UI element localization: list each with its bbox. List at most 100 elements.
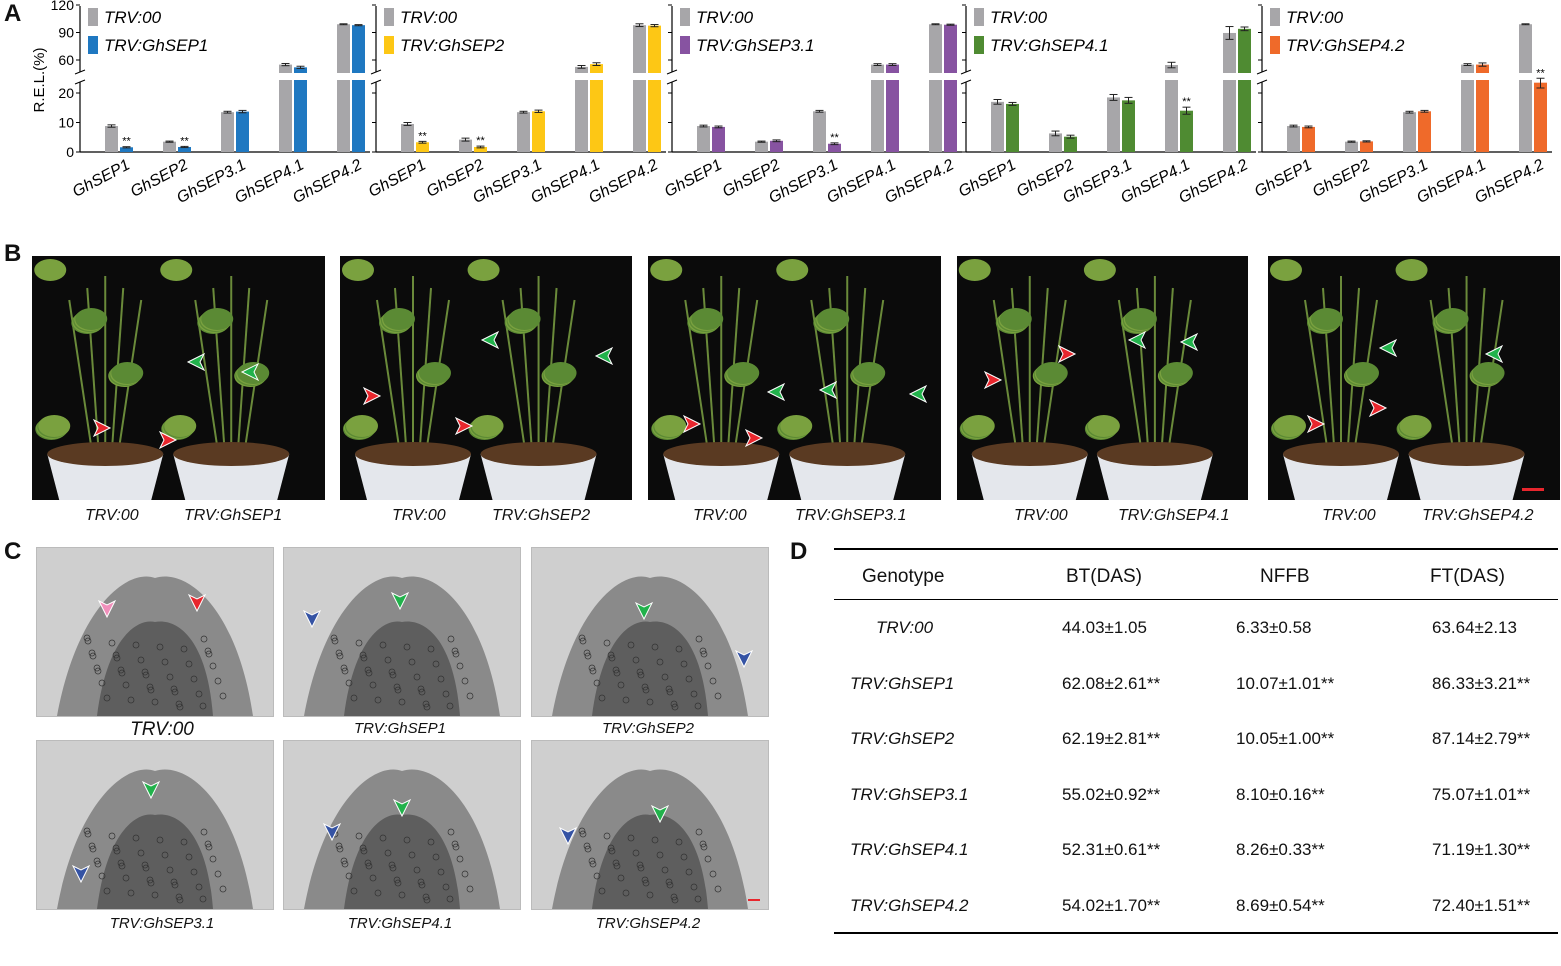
panel-label-b: B <box>4 240 22 267</box>
bar-chart-4: TRV:00TRV:GhSEP4.1GhSEP1GhSEP2GhSEP3.1**… <box>956 4 1256 207</box>
photo-caption-treatment: TRV:GhSEP3.1 <box>795 507 907 524</box>
legend-swatch <box>384 36 394 54</box>
cell-outline <box>665 685 673 693</box>
cell-outline <box>422 893 430 901</box>
cell-outline <box>360 654 368 662</box>
cell-outline <box>671 703 679 711</box>
legend-swatch <box>88 8 98 26</box>
bar <box>474 146 487 152</box>
photo-caption-control: TRV:00 <box>1014 507 1068 524</box>
legend-label: TRV:GhSEP4.1 <box>990 36 1108 55</box>
plant-leaf <box>164 415 197 437</box>
cell-outline <box>417 878 425 886</box>
y-axis-title: R.E.L.(%) <box>31 47 48 112</box>
cell-outline <box>117 859 125 867</box>
significance-mark: ** <box>476 135 485 147</box>
cell-outline <box>350 887 358 895</box>
significance-mark: ** <box>1536 67 1545 79</box>
cell-outline <box>137 656 145 664</box>
table-cell-value: 8.26±0.33** <box>1236 840 1325 859</box>
cell-outline <box>112 651 120 659</box>
bar <box>1107 97 1120 152</box>
plant-leaf <box>201 308 234 330</box>
legend-label: TRV:GhSEP4.2 <box>1286 36 1405 55</box>
cell-outline <box>199 895 207 903</box>
bar <box>886 80 899 152</box>
arrowhead-marker <box>141 780 161 800</box>
arrowhead-marker <box>454 416 474 436</box>
cell-outline <box>199 702 207 710</box>
histology-section-5 <box>283 740 521 910</box>
panel-label-a: A <box>4 0 22 27</box>
cell-outline <box>442 883 450 891</box>
cell-outline <box>171 881 179 889</box>
legend-label: TRV:GhSEP2 <box>400 36 505 55</box>
plant-leaf <box>962 415 995 437</box>
pot-soil <box>1283 442 1399 466</box>
cell-outline <box>355 832 363 840</box>
cell-outline <box>714 885 722 893</box>
plant-leaf <box>111 362 144 384</box>
cell-outline <box>83 827 91 835</box>
cell-outline <box>675 645 683 653</box>
bar <box>352 25 365 74</box>
cell-outline <box>432 660 440 668</box>
cell-outline <box>161 851 169 859</box>
cell-outline <box>214 870 222 878</box>
bar <box>294 67 307 73</box>
bar <box>163 141 176 152</box>
cell-outline <box>466 692 474 700</box>
legend-swatch <box>974 8 984 26</box>
tissue-core <box>592 814 708 909</box>
cell-outline <box>437 675 445 683</box>
cell-outline <box>598 694 606 702</box>
histology-section-6 <box>531 740 769 910</box>
cell-outline <box>670 893 678 901</box>
cell-outline <box>700 650 708 658</box>
cell-outline <box>205 650 213 658</box>
table-cell-value: 55.02±0.92** <box>1062 784 1161 804</box>
section-caption: TRV:GhSEP4.1 <box>347 915 453 932</box>
bar <box>944 80 957 152</box>
cell-outline <box>365 862 373 870</box>
cell-outline <box>394 879 402 887</box>
cell-outline <box>437 868 445 876</box>
cell-outline <box>94 860 102 868</box>
plant-leaf <box>780 415 813 437</box>
cell-outline <box>646 891 654 899</box>
cell-outline <box>423 896 431 904</box>
cell-outline <box>94 667 102 675</box>
arrowhead-marker <box>187 593 207 613</box>
bar <box>1461 80 1474 152</box>
arrowhead-marker <box>766 382 786 402</box>
cell-outline <box>384 656 392 664</box>
table-cell-value: 6.33±0.58 <box>1236 618 1312 637</box>
photo-caption-treatment: TRV:GhSEP2 <box>492 507 591 524</box>
table-header-bt: BT(DAS) <box>1066 566 1142 587</box>
plant-leaf <box>1311 308 1343 330</box>
bar <box>294 80 307 152</box>
table-cell-value: 44.03±1.05 <box>1062 618 1147 637</box>
section-caption: TRV:GhSEP4.2 <box>595 915 701 932</box>
table-cell-genotype: TRV:GhSEP4.1 <box>850 840 969 859</box>
legend-swatch <box>1270 36 1280 54</box>
arrowhead-marker <box>186 352 206 372</box>
bar <box>648 25 661 73</box>
cell-outline <box>345 872 353 880</box>
cell-outline <box>151 891 159 899</box>
cell-outline <box>451 647 459 655</box>
bar <box>532 111 545 152</box>
cell-outline <box>219 885 227 893</box>
cell-outline <box>151 698 159 706</box>
histology-graphic <box>284 741 520 909</box>
cell-outline <box>613 669 621 677</box>
cell-outline <box>622 696 630 704</box>
table-top-rule <box>834 548 1558 550</box>
plant-pot <box>480 454 597 500</box>
cell-outline <box>176 703 184 711</box>
bar <box>352 80 365 152</box>
x-tick-label: GhSEP1 <box>1252 157 1315 201</box>
bar <box>575 66 588 73</box>
cell-outline <box>141 668 149 676</box>
histology-graphic <box>532 548 768 716</box>
